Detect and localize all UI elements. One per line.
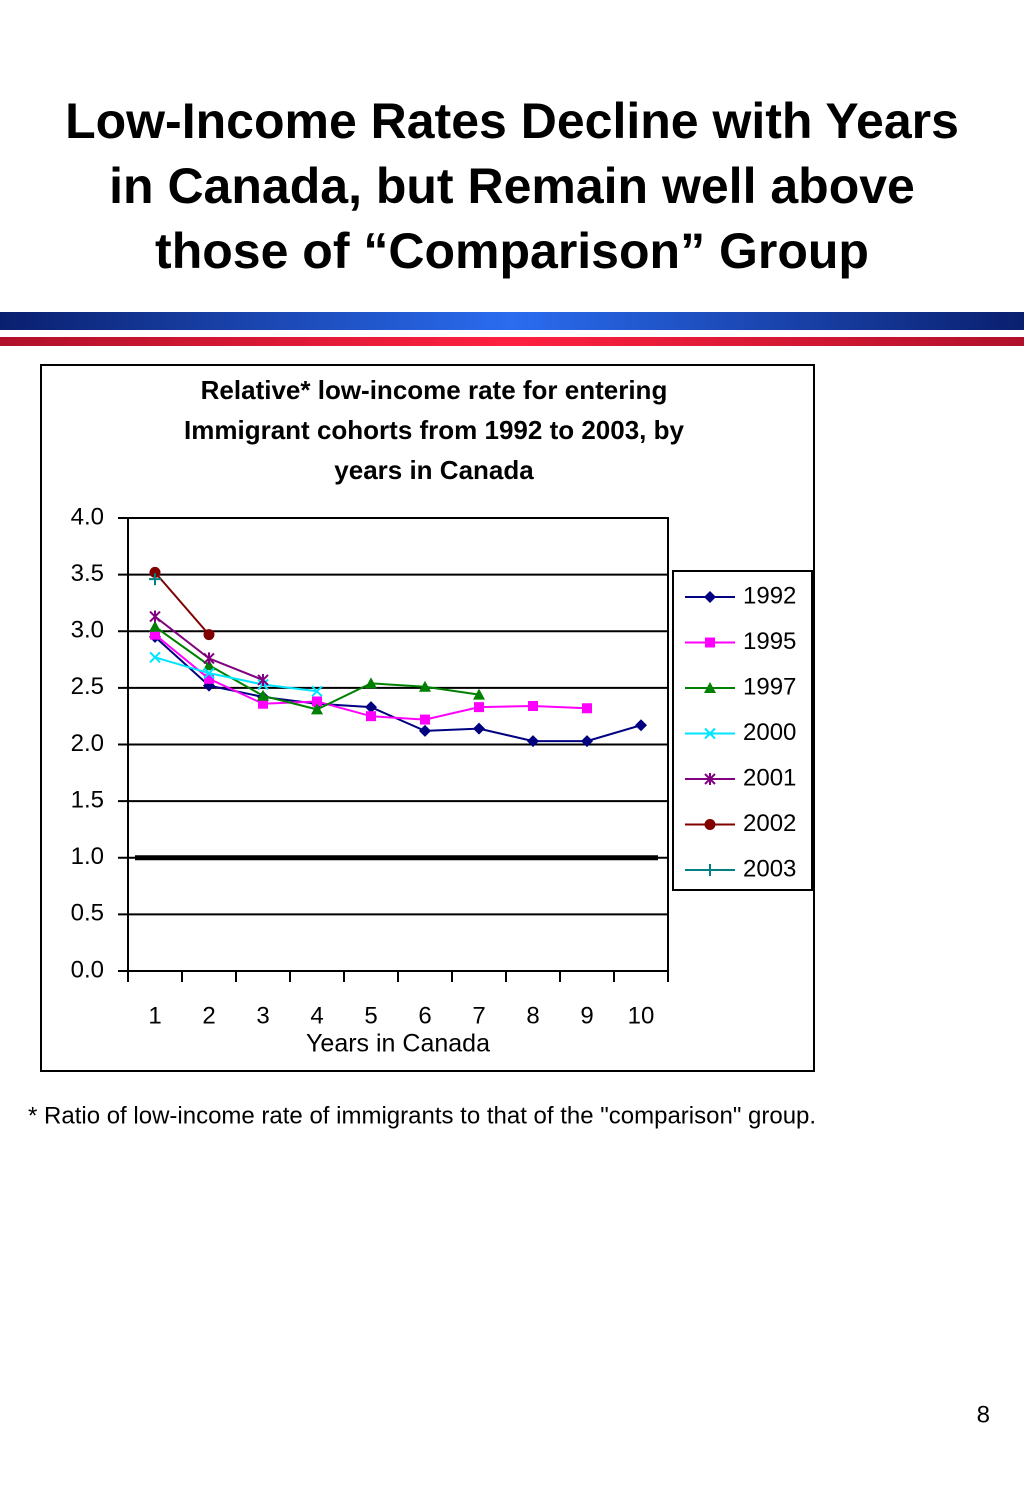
chart-title-line: Relative* low-income rate for entering (201, 375, 668, 405)
marker (149, 610, 161, 623)
x-tick-label: 5 (364, 1002, 377, 1029)
marker (257, 689, 269, 701)
marker (258, 698, 268, 709)
slide-title: Low-Income Rates Decline with Years in Ca… (65, 93, 959, 279)
marker (203, 667, 215, 679)
y-tick-label: 3.5 (71, 560, 104, 587)
marker (203, 659, 215, 671)
legend-label: 1992 (743, 582, 796, 609)
slide-title-line: in Canada, but Remain well above (109, 158, 915, 214)
red-stripe (0, 337, 1024, 346)
marker (635, 719, 647, 732)
marker (704, 819, 716, 830)
x-tick-label: 10 (628, 1002, 655, 1029)
marker (474, 702, 484, 713)
marker (705, 637, 715, 648)
marker (365, 677, 377, 689)
series-line (154, 656, 318, 693)
slide-title-line: Low-Income Rates Decline with Years (65, 93, 959, 149)
footnote: * Ratio of low-income rate of immigrants… (28, 1102, 816, 1129)
marker (473, 722, 485, 735)
y-tick-label: 0.5 (71, 900, 104, 927)
marker (257, 673, 269, 686)
marker (582, 703, 592, 714)
marker (311, 703, 323, 715)
marker (149, 566, 161, 578)
x-axis-label: Years in Canada (306, 1030, 490, 1058)
x-tick-label: 9 (580, 1002, 593, 1029)
series-line (154, 571, 210, 636)
legend-label: 2001 (743, 764, 796, 791)
marker (311, 685, 323, 697)
marker (527, 735, 539, 748)
marker (419, 680, 431, 692)
marker (704, 864, 716, 876)
y-tick-label: 1.0 (71, 843, 104, 870)
y-tick-label: 2.0 (71, 730, 104, 757)
marker (149, 573, 161, 586)
marker (704, 682, 716, 693)
marker (704, 591, 716, 603)
legend-label: 2003 (743, 855, 796, 882)
chart: Relative* low-income rate for entering Im… (71, 375, 813, 1058)
x-tick-label: 8 (526, 1002, 539, 1029)
marker (704, 727, 716, 740)
x-tick-label: 1 (148, 1002, 161, 1029)
marker (203, 652, 215, 665)
chart-title-line: Immigrant cohorts from 1992 to 2003, by (184, 415, 684, 445)
y-tick-label: 0.0 (71, 956, 104, 983)
page-number: 8 (977, 1401, 990, 1428)
x-tick-label: 7 (472, 1002, 485, 1029)
y-tick-label: 2.5 (71, 673, 104, 700)
marker (150, 629, 160, 640)
y-tick-label: 1.5 (71, 786, 104, 813)
marker (203, 629, 215, 641)
x-tick-label: 6 (418, 1002, 431, 1029)
x-tick-label: 4 (310, 1002, 323, 1029)
x-tick-label: 2 (202, 1002, 215, 1029)
legend-label: 2000 (743, 719, 796, 746)
marker (419, 724, 431, 737)
marker (366, 711, 376, 722)
marker (420, 714, 430, 725)
chart-title-line: years in Canada (334, 455, 534, 485)
slide-title-line: those of “Comparison” Group (155, 223, 869, 279)
y-tick-label: 3.0 (71, 617, 104, 644)
marker (365, 701, 377, 714)
marker (704, 773, 716, 785)
y-tick-label: 4.0 (71, 503, 104, 530)
x-tick-label: 3 (256, 1002, 269, 1029)
marker (581, 735, 593, 748)
blue-stripe (0, 312, 1024, 330)
legend-box (672, 570, 813, 891)
marker (473, 688, 485, 700)
legend-label: 2002 (743, 810, 796, 837)
marker (204, 673, 214, 684)
marker (149, 620, 161, 632)
marker (149, 651, 161, 664)
marker (312, 696, 322, 707)
legend-label: 1997 (743, 673, 796, 700)
legend-label: 1995 (743, 628, 796, 655)
marker (528, 700, 538, 711)
